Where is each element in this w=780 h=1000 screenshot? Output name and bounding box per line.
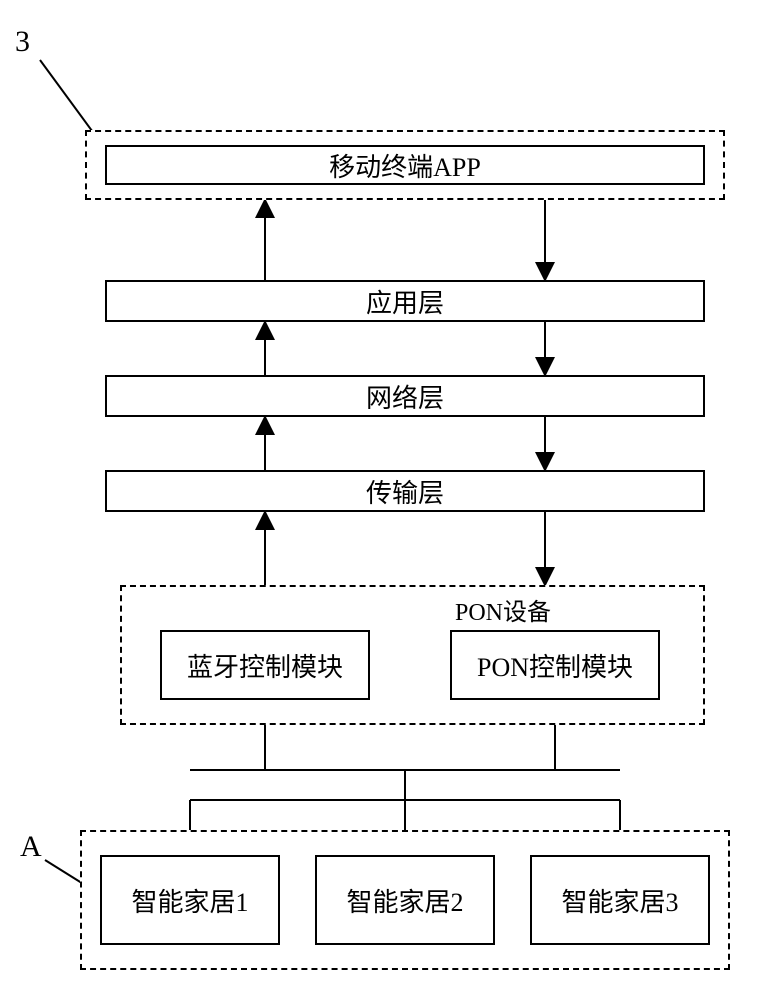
smart-home-3-label: 智能家居3 <box>561 882 678 919</box>
pon-module-label: PON控制模块 <box>477 647 633 684</box>
network-layer-label: 网络层 <box>366 378 444 415</box>
network-layer-node: 网络层 <box>105 375 705 417</box>
diagram-canvas: 3 2 1 A 移动终端APP 应用层 网络层 传输层 PON设备 蓝牙控制模块… <box>0 0 780 1000</box>
transport-layer-label: 传输层 <box>366 473 444 510</box>
smart-home-1-node: 智能家居1 <box>100 855 280 945</box>
pon-module-node: PON控制模块 <box>450 630 660 700</box>
mobile-app-label: 移动终端APP <box>329 147 481 184</box>
bluetooth-module-label: 蓝牙控制模块 <box>187 647 343 684</box>
bluetooth-module-node: 蓝牙控制模块 <box>160 630 370 700</box>
smart-home-2-label: 智能家居2 <box>346 882 463 919</box>
mobile-app-node: 移动终端APP <box>105 145 705 185</box>
pon-device-title: PON设备 <box>455 592 551 627</box>
smart-home-3-node: 智能家居3 <box>530 855 710 945</box>
ref-label-A: A <box>20 830 42 864</box>
smart-home-1-label: 智能家居1 <box>131 882 248 919</box>
app-layer-node: 应用层 <box>105 280 705 322</box>
ref-label-3: 3 <box>15 25 30 59</box>
transport-layer-node: 传输层 <box>105 470 705 512</box>
app-layer-label: 应用层 <box>366 283 444 320</box>
smart-home-2-node: 智能家居2 <box>315 855 495 945</box>
